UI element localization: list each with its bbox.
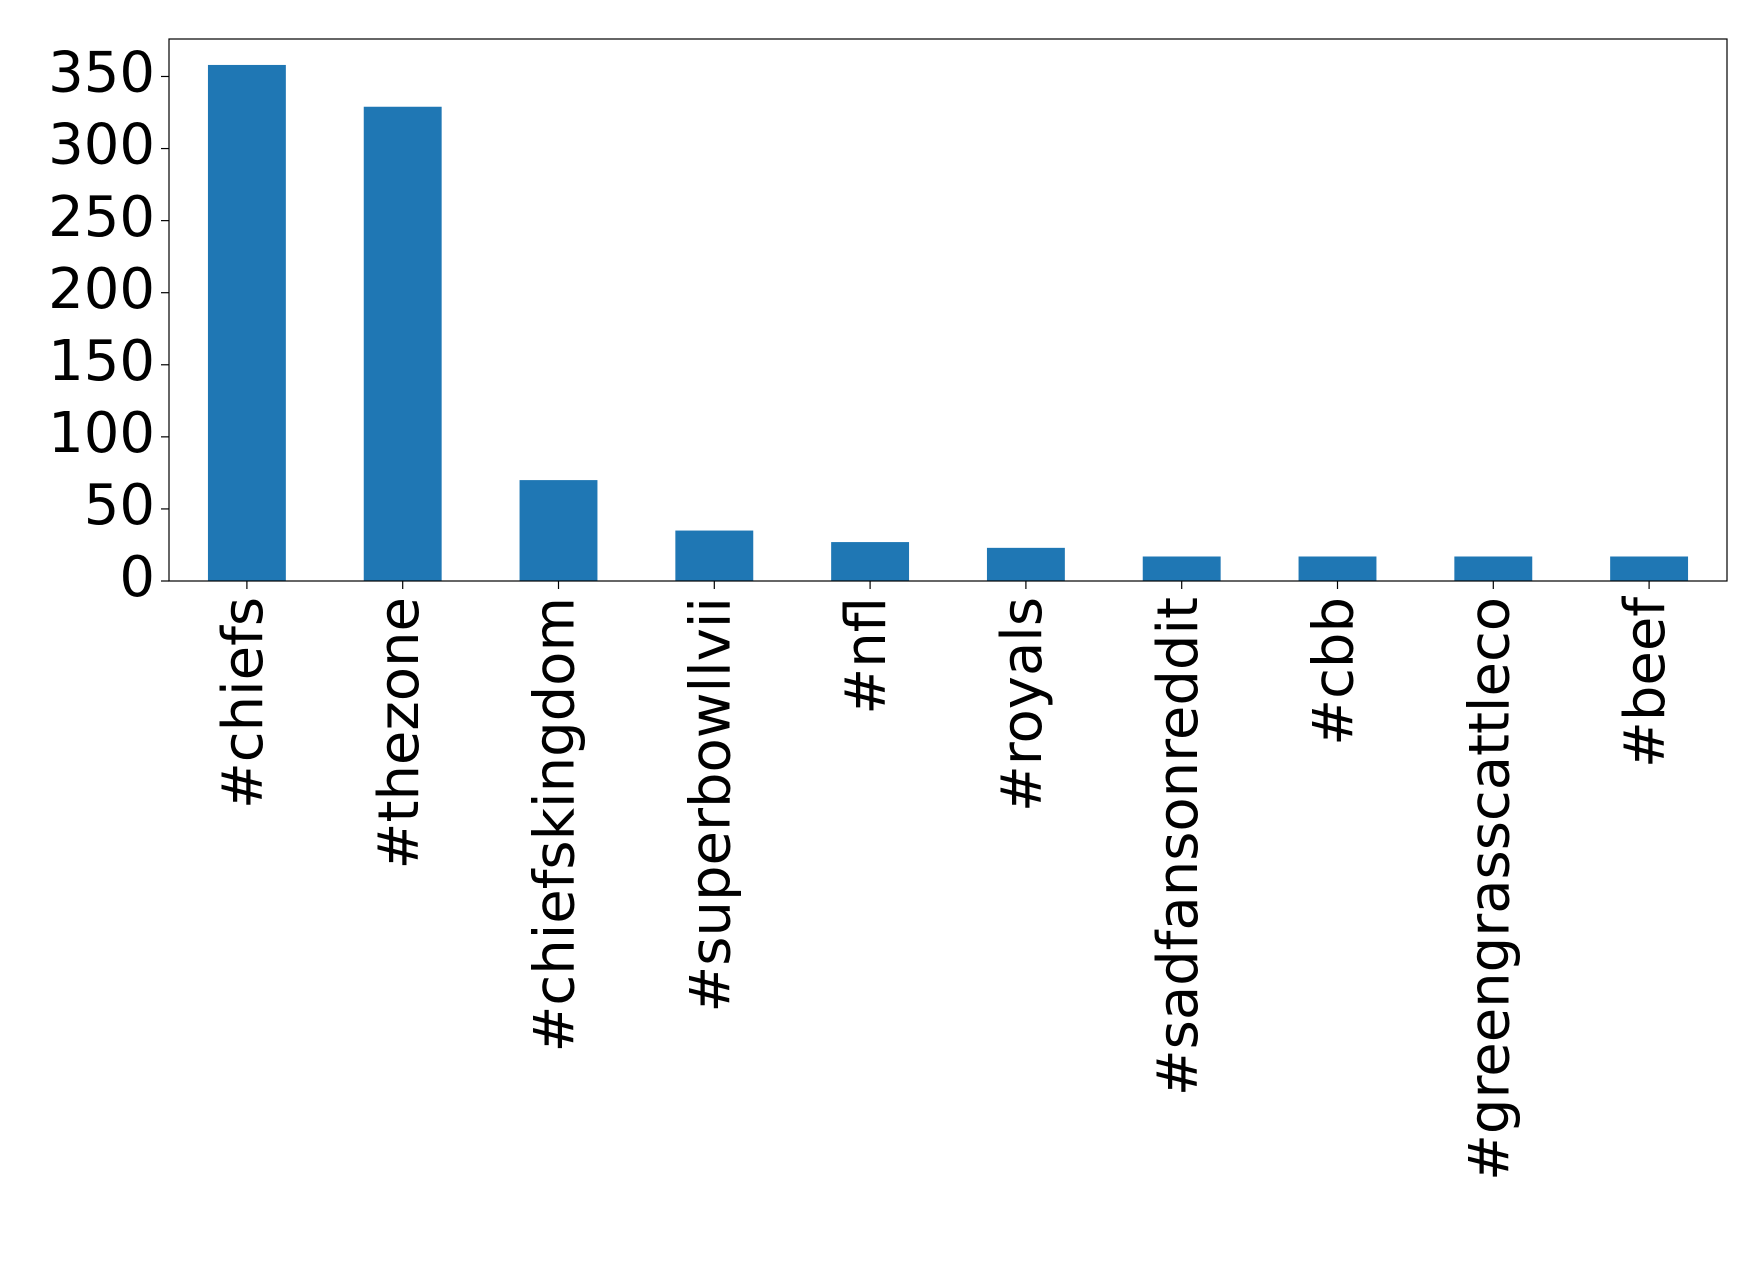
bar	[519, 480, 598, 581]
x-tick-label: #nfl	[834, 597, 899, 715]
y-tick-label: 150	[48, 329, 155, 394]
x-tick-label: #chiefskingdom	[523, 597, 588, 1053]
bar	[1454, 556, 1533, 581]
bar	[675, 530, 754, 581]
x-tick-label: #royals	[990, 597, 1055, 812]
plot-frame	[168, 38, 1728, 582]
y-tick-label: 300	[48, 113, 155, 178]
x-tick-label: #sadfansonreddit	[1146, 597, 1211, 1096]
y-tick-label: 200	[48, 257, 155, 322]
y-tick-label: 0	[119, 545, 155, 610]
bar	[1142, 556, 1221, 581]
x-tick-label: #cbb	[1302, 597, 1367, 746]
x-tick-label: #superbowllvii	[678, 597, 743, 1013]
bar	[363, 106, 442, 581]
bar	[1298, 556, 1377, 581]
x-tick-label: #thezone	[367, 597, 432, 869]
y-tick-label: 350	[48, 41, 155, 106]
x-tick-label: #greengrasscattleco	[1457, 597, 1522, 1181]
x-tick-label: #chiefs	[211, 597, 276, 809]
bar	[1610, 556, 1689, 581]
bar	[207, 64, 286, 582]
bar	[831, 542, 910, 581]
bar	[986, 547, 1065, 581]
y-tick-label: 250	[48, 185, 155, 250]
y-tick-label: 50	[84, 473, 155, 538]
x-tick-label: #beef	[1613, 596, 1678, 768]
y-tick-label: 100	[48, 401, 155, 466]
